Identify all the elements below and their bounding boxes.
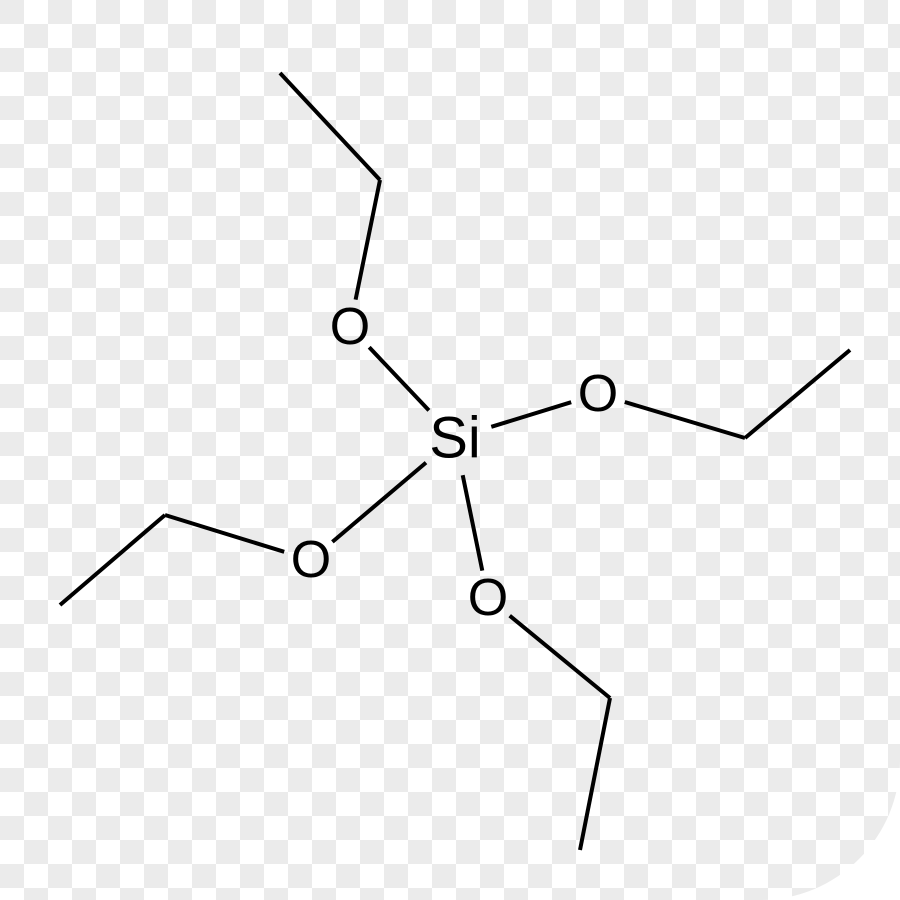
atom-label-O1: O (330, 298, 370, 356)
atom-label-O2: O (578, 365, 618, 423)
atom-label-O4: O (291, 531, 331, 589)
atom-label-O3: O (468, 569, 508, 627)
molecule-diagram: Si O O O O (0, 0, 900, 900)
atom-label-Si: Si (429, 406, 481, 471)
